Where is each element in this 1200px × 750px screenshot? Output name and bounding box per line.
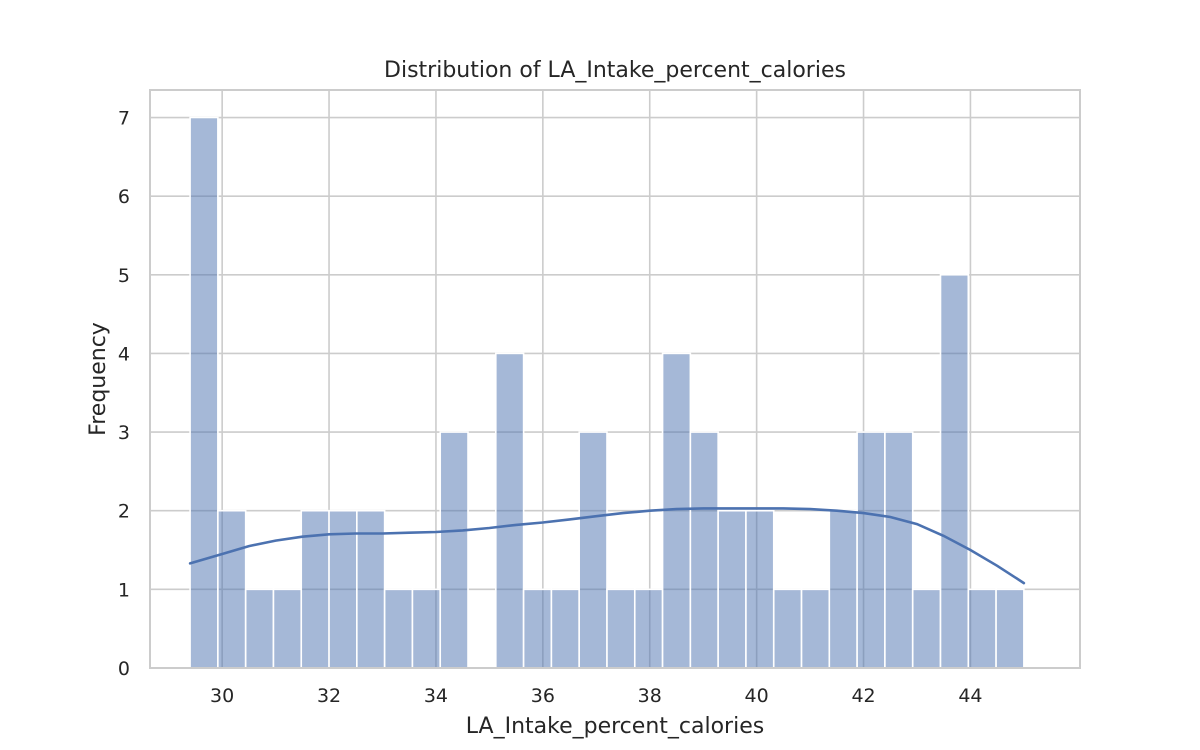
histogram-bar — [522, 588, 553, 669]
y-axis-label: Frequency — [86, 322, 111, 436]
histogram-bar — [578, 431, 608, 669]
histogram-bar — [689, 431, 719, 669]
x-tick-label: 34 — [424, 685, 448, 707]
histogram-bar — [606, 588, 636, 669]
kde-curve — [188, 507, 1026, 585]
histogram-bars — [189, 116, 1025, 669]
histogram-bar — [717, 509, 747, 669]
histogram-bar — [411, 588, 442, 669]
histogram-bar — [383, 588, 414, 669]
plot-frame — [149, 89, 1081, 669]
y-tick-label: 3 — [118, 422, 130, 444]
histogram-bar — [800, 588, 831, 669]
histogram-bar — [244, 588, 275, 669]
histogram-bar — [745, 509, 775, 669]
x-tick-label: 44 — [958, 685, 982, 707]
x-tick-label: 40 — [745, 685, 769, 707]
histogram-bar — [439, 431, 469, 669]
x-tick-label: 38 — [638, 685, 662, 707]
y-tick-label: 5 — [118, 265, 130, 287]
histogram-bar — [828, 509, 858, 669]
histogram-bar — [272, 588, 303, 669]
x-tick-label: 36 — [531, 685, 555, 707]
chart-title: Distribution of LA_Intake_percent_calori… — [384, 58, 846, 83]
y-tick-label: 6 — [118, 186, 130, 208]
x-tick-label: 32 — [317, 685, 341, 707]
histogram-bar — [856, 431, 886, 669]
y-tick-label: 1 — [118, 579, 130, 601]
histogram-bar — [772, 588, 803, 669]
histogram-bar — [995, 588, 1025, 669]
x-tick-label: 42 — [851, 685, 875, 707]
histogram-bar — [911, 588, 942, 669]
x-tick-label: 30 — [210, 685, 234, 707]
histogram-bar — [967, 588, 997, 669]
histogram-bar — [550, 588, 580, 669]
histogram-bar — [939, 274, 970, 669]
histogram-bar — [884, 431, 914, 669]
y-tick-label: 2 — [118, 501, 130, 523]
y-tick-label: 0 — [118, 658, 130, 680]
histogram-bar — [633, 588, 664, 669]
x-axis-label: LA_Intake_percent_calories — [466, 714, 764, 739]
histogram-bar — [495, 352, 525, 669]
y-tick-label: 7 — [118, 108, 130, 130]
kde-curve-group — [188, 507, 1026, 585]
histogram-bar — [189, 116, 219, 669]
histogram-bar — [217, 509, 247, 669]
y-tick-label: 4 — [118, 343, 130, 365]
